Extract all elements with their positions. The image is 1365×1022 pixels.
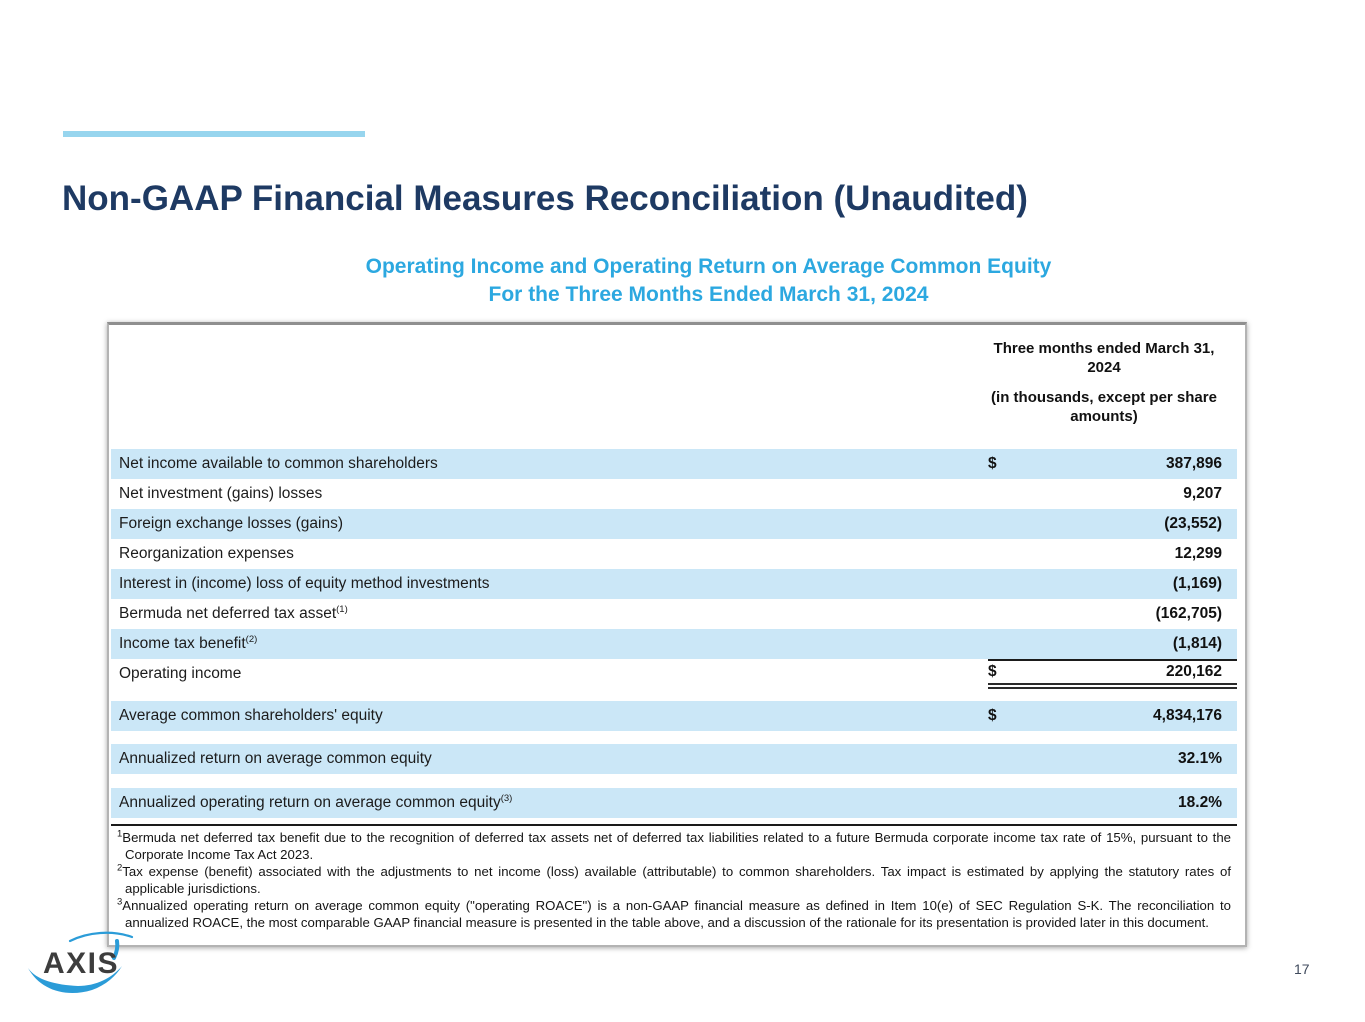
table-row: Reorganization expenses 12,299	[111, 539, 1237, 569]
amount-cell: 32.1%	[988, 744, 1237, 774]
footnote-marker: 1	[117, 828, 123, 840]
row-value: (1,814)	[1172, 635, 1222, 652]
table-row: Net investment (gains) losses 9,207	[111, 479, 1237, 509]
row-label: Reorganization expenses	[119, 545, 294, 562]
dollar-sign: $	[988, 707, 997, 724]
row-label: Annualized operating return on average c…	[119, 792, 513, 811]
amount-cell: (162,705)	[988, 599, 1237, 629]
footnote-1: 1Bermuda net deferred tax benefit due to…	[117, 828, 1231, 862]
logo-swoosh-icon	[28, 966, 122, 994]
row-value: 220,162	[1165, 663, 1222, 680]
amount-cell: 9,207	[988, 479, 1237, 509]
page-number: 17	[1294, 961, 1310, 977]
amount-cell: (23,552)	[988, 509, 1237, 539]
axis-logo-graphic: AXIS	[28, 931, 134, 994]
row-value: (162,705)	[1155, 605, 1222, 622]
table-row-total: Operating income $220,162	[111, 659, 1237, 689]
table-heading-line2: For the Three Months Ended March 31, 202…	[488, 283, 929, 306]
reconciliation-table: Three months ended March 31, 2024 (in th…	[107, 322, 1247, 947]
column-header: Three months ended March 31, 2024 (in th…	[975, 339, 1233, 426]
footnote-ref: (1)	[336, 603, 348, 615]
row-value: 12,299	[1174, 545, 1222, 562]
row-label: Operating income	[119, 665, 242, 682]
table-row: Net income available to common sharehold…	[111, 449, 1237, 479]
row-value: (1,169)	[1172, 575, 1222, 592]
dollar-sign: $	[988, 455, 997, 472]
table-row: Interest in (income) loss of equity meth…	[111, 569, 1237, 599]
axis-logo: AXIS	[26, 928, 150, 1008]
table-row: Average common shareholders' equity $4,8…	[111, 701, 1237, 731]
row-label: Income tax benefit(2)	[119, 633, 258, 652]
footnote-2: 2Tax expense (benefit) associated with t…	[117, 862, 1231, 896]
amount-cell: (1,169)	[988, 569, 1237, 599]
table-row: Foreign exchange losses (gains) (23,552)	[111, 509, 1237, 539]
title-accent-line	[63, 131, 365, 137]
column-header-period: Three months ended March 31, 2024	[993, 340, 1215, 376]
amount-cell: $220,162	[988, 659, 1237, 689]
page-title: Non-GAAP Financial Measures Reconciliati…	[62, 179, 1028, 219]
row-value: 387,896	[1165, 455, 1222, 472]
row-label: Bermuda net deferred tax asset(1)	[119, 603, 348, 622]
logo-apostrophe-icon	[112, 939, 120, 960]
table-heading: Operating Income and Operating Return on…	[26, 253, 1365, 309]
dollar-sign: $	[988, 663, 997, 680]
footnote-ref: (2)	[245, 633, 258, 645]
footnote-marker: 2	[117, 862, 123, 874]
footnote-divider	[111, 824, 1237, 826]
row-value: 18.2%	[1178, 794, 1222, 811]
row-value: 32.1%	[1178, 750, 1222, 767]
footnote-ref: (3)	[500, 792, 513, 804]
row-label: Foreign exchange losses (gains)	[119, 515, 344, 532]
table-body: Net income available to common sharehold…	[111, 449, 1237, 931]
table-row: Bermuda net deferred tax asset(1) (162,7…	[111, 599, 1237, 629]
logo-text: AXIS	[43, 947, 119, 980]
amount-cell: 18.2%	[988, 788, 1237, 818]
row-value: 4,834,176	[1153, 707, 1222, 724]
row-label: Annualized return on average common equi…	[119, 750, 432, 767]
footnote-3: 3Annualized operating return on average …	[117, 896, 1231, 930]
logo-top-arc-icon	[68, 931, 134, 943]
table-row: Income tax benefit(2) (1,814)	[111, 629, 1237, 659]
amount-cell: $387,896	[988, 449, 1237, 479]
table-heading-line1: Operating Income and Operating Return on…	[365, 255, 1052, 278]
row-value: 9,207	[1183, 485, 1222, 502]
row-value: (23,552)	[1164, 515, 1222, 532]
row-label: Interest in (income) loss of equity meth…	[119, 575, 490, 592]
amount-cell: (1,814)	[988, 629, 1237, 659]
amount-cell: 12,299	[988, 539, 1237, 569]
column-header-units: (in thousands, except per share amounts)	[991, 389, 1217, 425]
row-label: Net investment (gains) losses	[119, 485, 323, 502]
table-row: Annualized operating return on average c…	[111, 788, 1237, 818]
footnote-marker: 3	[117, 896, 123, 908]
table-row: Annualized return on average common equi…	[111, 744, 1237, 774]
footnotes: 1Bermuda net deferred tax benefit due to…	[111, 826, 1237, 931]
amount-cell: $4,834,176	[988, 701, 1237, 731]
row-label: Average common shareholders' equity	[119, 707, 383, 724]
row-label: Net income available to common sharehold…	[119, 455, 438, 472]
